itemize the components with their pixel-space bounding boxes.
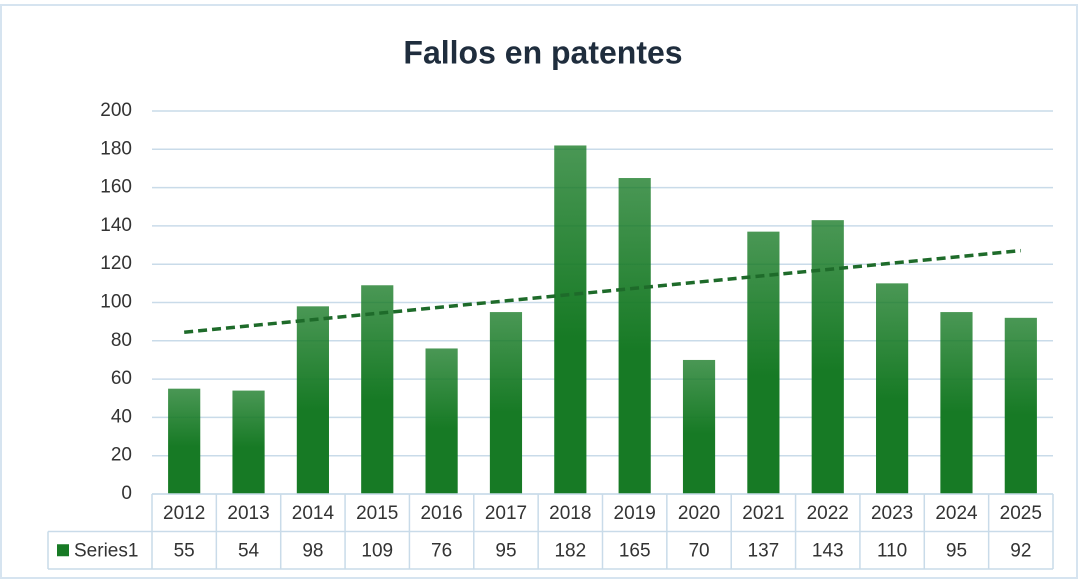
- bar: [618, 178, 651, 494]
- table-value: 70: [688, 540, 709, 561]
- y-tick-label: 0: [121, 483, 132, 504]
- table-value: 76: [431, 540, 452, 561]
- y-tick-label: 20: [111, 445, 132, 466]
- y-tick-label: 100: [100, 292, 132, 313]
- bar: [1004, 317, 1037, 494]
- x-tick-label: 2017: [485, 503, 527, 524]
- bar: [554, 145, 587, 494]
- table-value: 98: [302, 540, 323, 561]
- x-tick-label: 2025: [1000, 503, 1042, 524]
- bar: [168, 388, 201, 494]
- bar: [940, 312, 973, 494]
- x-tick-label: 2015: [356, 503, 398, 524]
- x-tick-label: 2018: [549, 503, 591, 524]
- bar: [425, 348, 458, 494]
- table-value: 54: [238, 540, 260, 561]
- chart-title: Fallos en patentes: [403, 34, 682, 70]
- x-tick-label: 2022: [807, 503, 849, 524]
- y-tick-label: 200: [100, 100, 132, 121]
- x-tick-label: 2019: [614, 503, 656, 524]
- legend-label: Series1: [74, 540, 138, 561]
- table-value: 92: [1010, 540, 1031, 561]
- table-value: 137: [748, 540, 780, 561]
- x-tick-label: 2014: [292, 503, 335, 524]
- x-tick-label: 2012: [163, 503, 205, 524]
- bar: [489, 312, 523, 494]
- table-value: 109: [361, 540, 393, 561]
- bar: [296, 306, 329, 494]
- table-value: 182: [554, 540, 586, 561]
- table-value: 110: [877, 540, 907, 561]
- y-tick-label: 160: [100, 177, 132, 198]
- y-tick-label: 40: [111, 406, 132, 427]
- bar: [232, 390, 265, 494]
- bar: [682, 359, 716, 494]
- trendline: [184, 248, 1021, 334]
- chart-frame: [0, 4, 1078, 579]
- table-value: 143: [812, 540, 844, 561]
- bar: [876, 283, 909, 494]
- y-tick-label: 180: [100, 138, 132, 159]
- x-tick-label: 2020: [678, 503, 720, 524]
- table-value: 95: [495, 540, 516, 561]
- x-tick-label: 2013: [227, 503, 269, 524]
- y-tick-label: 120: [100, 253, 132, 274]
- bar: [361, 285, 394, 494]
- x-tick-label: 2024: [935, 503, 978, 524]
- x-tick-label: 2016: [420, 503, 462, 524]
- table-value: 95: [946, 540, 967, 561]
- bar: [811, 220, 844, 494]
- y-tick-label: 60: [111, 368, 132, 389]
- y-tick-label: 140: [100, 215, 132, 236]
- bar: [747, 231, 780, 494]
- y-tick-label: 80: [111, 330, 132, 351]
- x-tick-label: 2021: [742, 503, 784, 524]
- legend-key: [57, 544, 69, 557]
- x-tick-label: 2023: [871, 503, 913, 524]
- table-value: 55: [174, 540, 195, 561]
- table-value: 165: [619, 540, 651, 561]
